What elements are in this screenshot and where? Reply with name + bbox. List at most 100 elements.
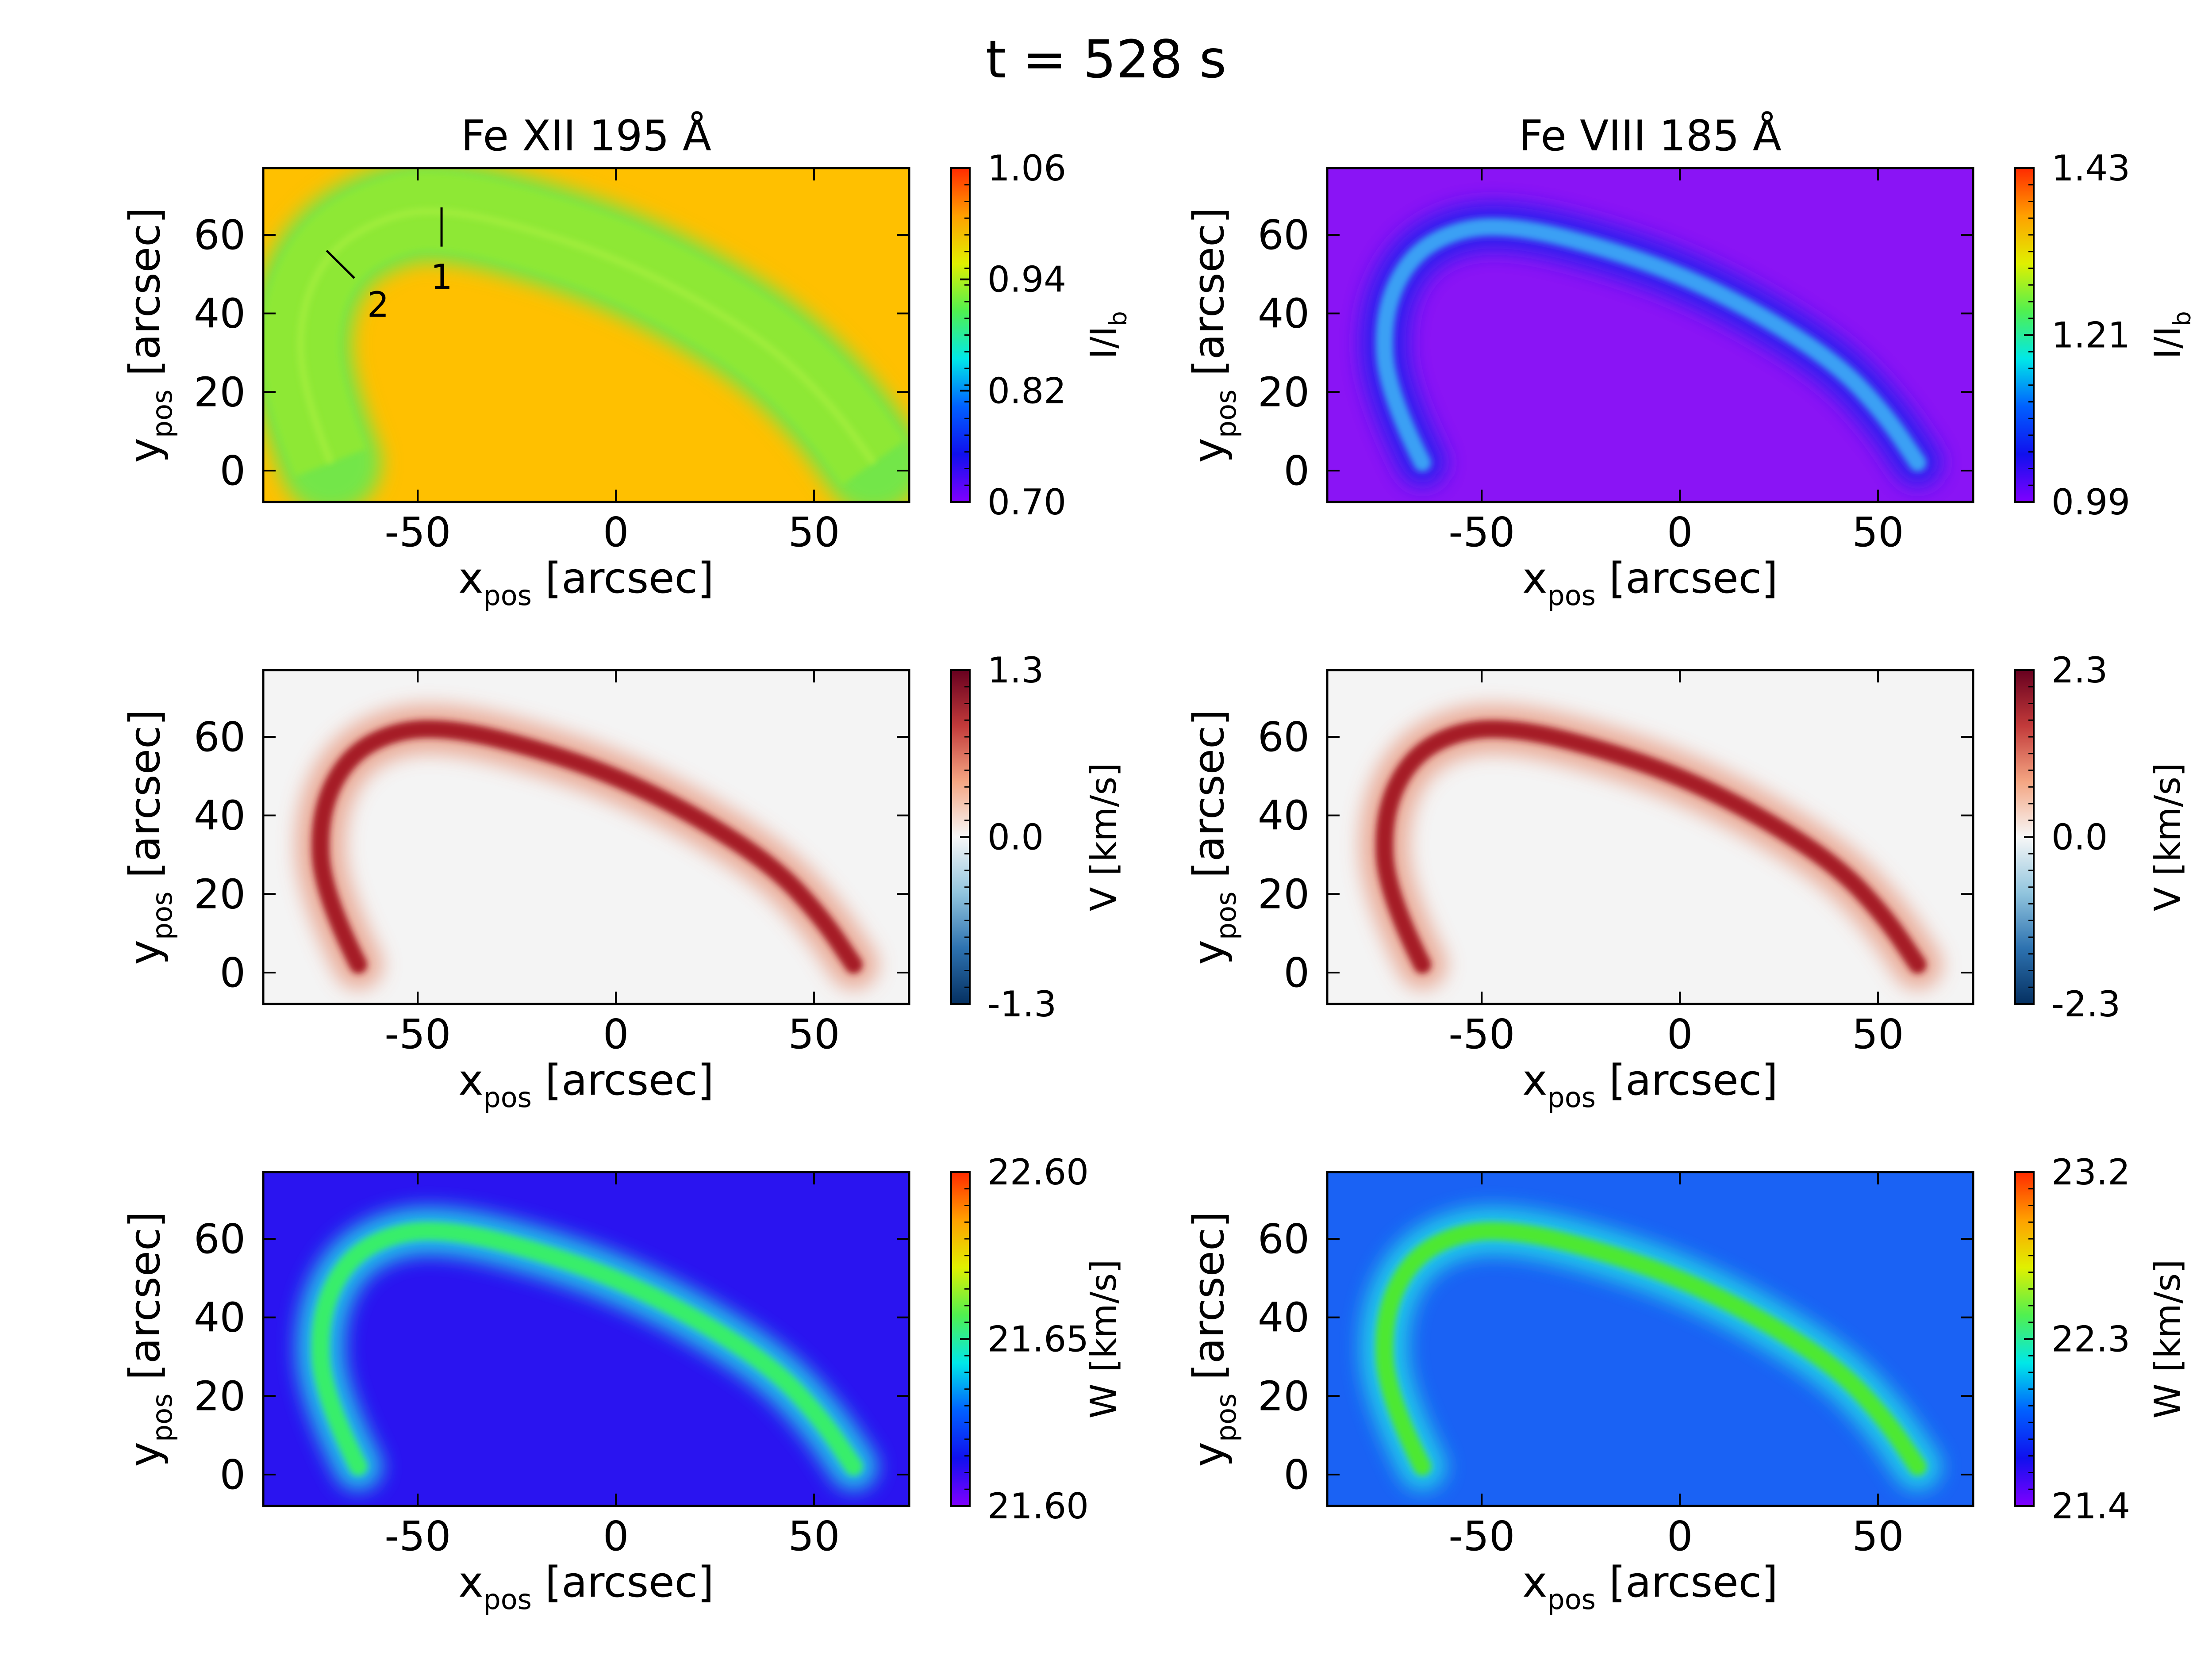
y-tick-label: 60	[194, 713, 246, 761]
y-tick-label: 40	[194, 1294, 246, 1341]
x-tick-label: 50	[1852, 509, 1904, 556]
y-tick-label: 60	[1258, 713, 1310, 761]
loop-strand	[297, 208, 876, 465]
y-tick-label: 40	[194, 792, 246, 839]
x-tick-label: 50	[788, 1513, 840, 1560]
x-tick-label: -50	[1448, 1513, 1515, 1560]
x-tick-label: -50	[384, 1513, 451, 1560]
colorbar-tick-label: -1.3	[987, 984, 1056, 1025]
y-tick-label: 20	[194, 368, 246, 416]
y-tick-label: 40	[194, 290, 246, 337]
panel-p2: -50 0 50 0 20 40 60 xpos [arcsec] ypos [arcsec] F…	[1185, 111, 2196, 612]
colorbar-tick-label: -2.3	[2051, 984, 2120, 1025]
y-tick-label: 0	[219, 949, 246, 996]
y-tick-label: 20	[1258, 870, 1310, 918]
loop-core	[1375, 720, 1927, 974]
colorbar-tick-label: 1.06	[987, 148, 1066, 189]
colorbar-tick-label: 22.60	[987, 1152, 1089, 1193]
x-tick-label: 0	[1667, 509, 1693, 556]
x-tick-label: -50	[1448, 1011, 1515, 1058]
colorbar-tick-label: 1.43	[2051, 148, 2130, 189]
panel-p5: -50 0 50 0 20 40 60 xpos [arcsec] ypos [arcsec] 2…	[121, 1152, 1124, 1616]
colorbar-tick-label: 0.0	[987, 817, 1044, 858]
y-tick-label: 60	[194, 211, 246, 259]
y-tick-label: 40	[1258, 792, 1310, 839]
x-tick-label: 0	[1667, 1011, 1693, 1058]
annotation-label-1: 1	[430, 258, 453, 298]
colorbar-label: V [km/s]	[2147, 763, 2188, 911]
x-tick-label: -50	[1448, 509, 1515, 556]
heatmap-image-p5	[263, 1172, 909, 1506]
x-tick-label: 0	[603, 509, 629, 556]
loop-core	[1375, 1222, 1927, 1476]
panel-p1: -50 0 50 0 20 40 60 xpos [arcsec] ypos [arcsec] F…	[121, 111, 1132, 612]
x-tick-label: 0	[603, 1011, 629, 1058]
y-axis-label: ypos [arcsec]	[121, 1211, 178, 1467]
axes-frame	[262, 669, 910, 1005]
colorbar-tick-label: 0.70	[987, 482, 1066, 523]
y-tick-label: 20	[1258, 368, 1310, 416]
colorbar-tick-label: 2.3	[2051, 650, 2108, 691]
y-tick-label: 20	[194, 870, 246, 918]
colorbar-label: I/Ib	[1083, 311, 1132, 359]
y-tick-label: 60	[1258, 1215, 1310, 1263]
x-tick-label: 50	[1852, 1513, 1904, 1560]
colorbar-tick-label: 21.4	[2051, 1486, 2130, 1527]
colorbar	[950, 167, 971, 503]
x-tick-label: 50	[1852, 1011, 1904, 1058]
x-axis-label: xpos [arcsec]	[1522, 1558, 1778, 1616]
heatmap-image-p2	[1327, 168, 1973, 502]
y-tick-label: 20	[194, 1372, 246, 1420]
x-tick-label: 0	[1667, 1513, 1693, 1560]
x-axis-label: xpos [arcsec]	[458, 1558, 714, 1616]
colorbar-tick-label: 22.3	[2051, 1319, 2130, 1360]
y-axis-label: ypos [arcsec]	[121, 207, 178, 463]
axes-frame	[1326, 167, 1974, 503]
colorbar-tick-label: 0.0	[2051, 817, 2108, 858]
colorbar-tick-label: 1.21	[2051, 315, 2130, 356]
colorbar-label: V [km/s]	[1083, 763, 1124, 911]
y-tick-label: 0	[219, 447, 246, 494]
figure-title: t = 528 s	[986, 29, 1226, 90]
colorbar-tick-label: 23.2	[2051, 1152, 2130, 1193]
annotation-label-2: 2	[367, 285, 389, 325]
heatmap-image-p3	[263, 670, 909, 1004]
y-tick-label: 0	[1283, 949, 1310, 996]
heatmap-image-p1	[263, 168, 909, 502]
colorbar-tick-label: 0.99	[2051, 482, 2130, 523]
axes-frame	[262, 1171, 910, 1507]
annotation-line-2	[326, 249, 355, 279]
panel-title: Fe VIII 185 Å	[1519, 111, 1782, 161]
colorbar-tick-label: 21.65	[987, 1319, 1089, 1360]
y-tick-label: 0	[219, 1451, 246, 1498]
x-tick-label: 0	[603, 1513, 629, 1560]
y-axis-label: ypos [arcsec]	[1185, 207, 1242, 463]
colorbar-tick-label: 0.94	[987, 259, 1066, 300]
x-axis-label: xpos [arcsec]	[1522, 1056, 1778, 1114]
panel-p3: -50 0 50 0 20 40 60 xpos [arcsec] ypos [arcsec] 1…	[121, 650, 1124, 1114]
loop-core	[1375, 218, 1927, 472]
y-axis-label: ypos [arcsec]	[121, 709, 178, 965]
axes-frame	[1326, 1171, 1974, 1507]
colorbar-label: W [km/s]	[2147, 1260, 2188, 1419]
loop-core	[311, 1222, 863, 1476]
x-axis-label: xpos [arcsec]	[458, 554, 714, 612]
loop-core	[311, 720, 863, 974]
axes-frame	[1326, 669, 1974, 1005]
x-tick-label: 50	[788, 1011, 840, 1058]
y-axis-label: ypos [arcsec]	[1185, 709, 1242, 965]
panel-p4: -50 0 50 0 20 40 60 xpos [arcsec] ypos [arcsec] 2…	[1185, 650, 2188, 1114]
heatmap-image-p4	[1327, 670, 1973, 1004]
panel-p6: -50 0 50 0 20 40 60 xpos [arcsec] ypos [arcsec] 2…	[1185, 1152, 2188, 1616]
panel-title: Fe XII 195 Å	[461, 111, 711, 161]
colorbar-label: W [km/s]	[1083, 1260, 1124, 1419]
y-tick-label: 60	[1258, 211, 1310, 259]
colorbar-tick-label: 0.82	[987, 370, 1066, 411]
heatmap-image-p6	[1327, 1172, 1973, 1506]
y-tick-label: 40	[1258, 1294, 1310, 1341]
y-tick-label: 20	[1258, 1372, 1310, 1420]
y-tick-label: 40	[1258, 290, 1310, 337]
colorbar-tick-label: 1.3	[987, 650, 1044, 691]
y-tick-label: 60	[194, 1215, 246, 1263]
